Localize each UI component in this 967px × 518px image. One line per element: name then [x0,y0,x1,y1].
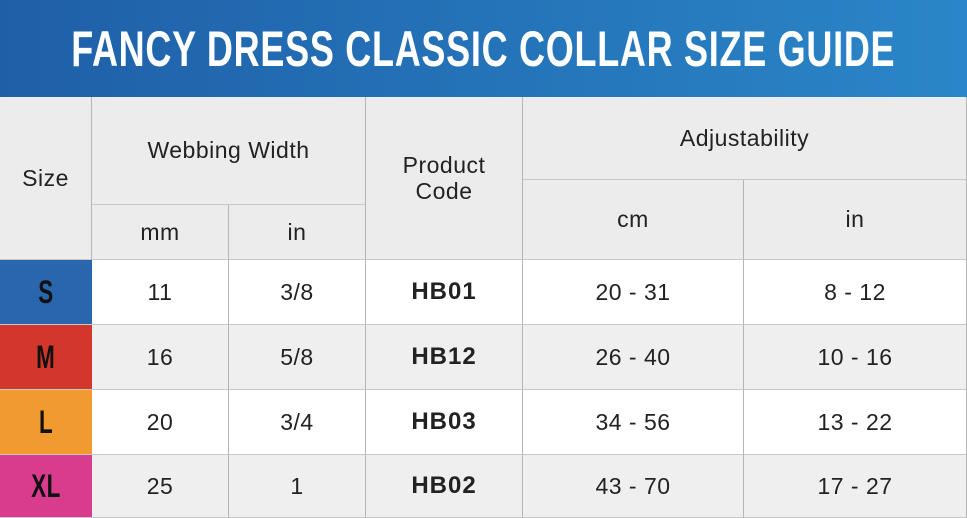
data-cell-text: HB12 [411,343,477,370]
data-cell: HB02 [366,455,523,518]
data-cell: 17 - 27 [744,455,967,518]
data-cell: 3/8 [229,260,366,325]
title-banner: FANCY DRESS CLASSIC COLLAR SIZE GUIDE [0,0,967,97]
title: FANCY DRESS CLASSIC COLLAR SIZE GUIDE [71,20,896,77]
data-cell-text: HB02 [411,472,477,499]
data-cell: 13 - 22 [744,390,967,455]
header-cell-text: Adjustability [679,124,810,151]
data-cell-text: 1 [290,472,304,499]
data-cell: 1 [229,455,366,518]
header-cell: Webbing Width [92,97,366,205]
data-cell-text: 8 - 12 [824,278,886,305]
data-cell-text: 20 [146,408,174,435]
size-cell: L [0,390,92,455]
data-cell: 25 [92,455,229,518]
data-cell-text: HB03 [411,408,477,435]
header-cell: cm [523,180,744,260]
data-cell-text: 5/8 [280,343,314,370]
data-cell: 34 - 56 [523,390,744,455]
size-cell: S [0,260,92,325]
header-cell-text: in [287,218,307,245]
data-cell: 20 - 31 [523,260,744,325]
size-cell-text: S [38,273,54,310]
data-cell: HB03 [366,390,523,455]
header-cell-text: Webbing Width [147,137,310,163]
data-cell-text: 16 [146,343,174,370]
header-cell: Adjustability [523,97,967,180]
header-cell: in [744,180,967,260]
header-cell: Size [0,97,92,260]
header-cell: mm [92,205,229,260]
data-cell-text: HB01 [411,278,477,305]
header-cell-text: Size [22,164,69,191]
data-cell-text: 3/8 [280,278,314,305]
size-cell-text: M [36,338,56,375]
data-cell: 3/4 [229,390,366,455]
data-cell: 10 - 16 [744,325,967,390]
data-cell-text: 20 - 31 [595,278,671,305]
header-cell: Product Code [366,97,523,260]
data-cell: 11 [92,260,229,325]
data-cell: HB01 [366,260,523,325]
data-cell-text: 43 - 70 [595,472,671,499]
data-cell-text: 11 [147,278,173,305]
data-cell: 26 - 40 [523,325,744,390]
data-cell-text: 10 - 16 [817,343,893,370]
data-cell: 20 [92,390,229,455]
data-cell-text: 25 [146,472,174,499]
data-cell: 16 [92,325,229,390]
data-cell-text: 13 - 22 [817,408,893,435]
size-cell-text: XL [31,467,61,504]
size-cell: XL [0,455,92,518]
data-cell-text: 26 - 40 [595,343,671,370]
header-cell-text: in [845,206,865,232]
data-cell: 43 - 70 [523,455,744,518]
header-cell-text: Product Code [402,152,486,204]
header-cell-text: mm [140,218,180,245]
data-cell-text: 3/4 [280,408,314,435]
header-cell: in [229,205,366,260]
data-cell: HB12 [366,325,523,390]
size-cell: M [0,325,92,390]
data-cell-text: 17 - 27 [817,472,893,499]
size-cell-text: L [38,403,54,440]
data-cell: 5/8 [229,325,366,390]
header-cell-text: cm [617,206,649,232]
data-cell: 8 - 12 [744,260,967,325]
data-cell-text: 34 - 56 [595,408,671,435]
